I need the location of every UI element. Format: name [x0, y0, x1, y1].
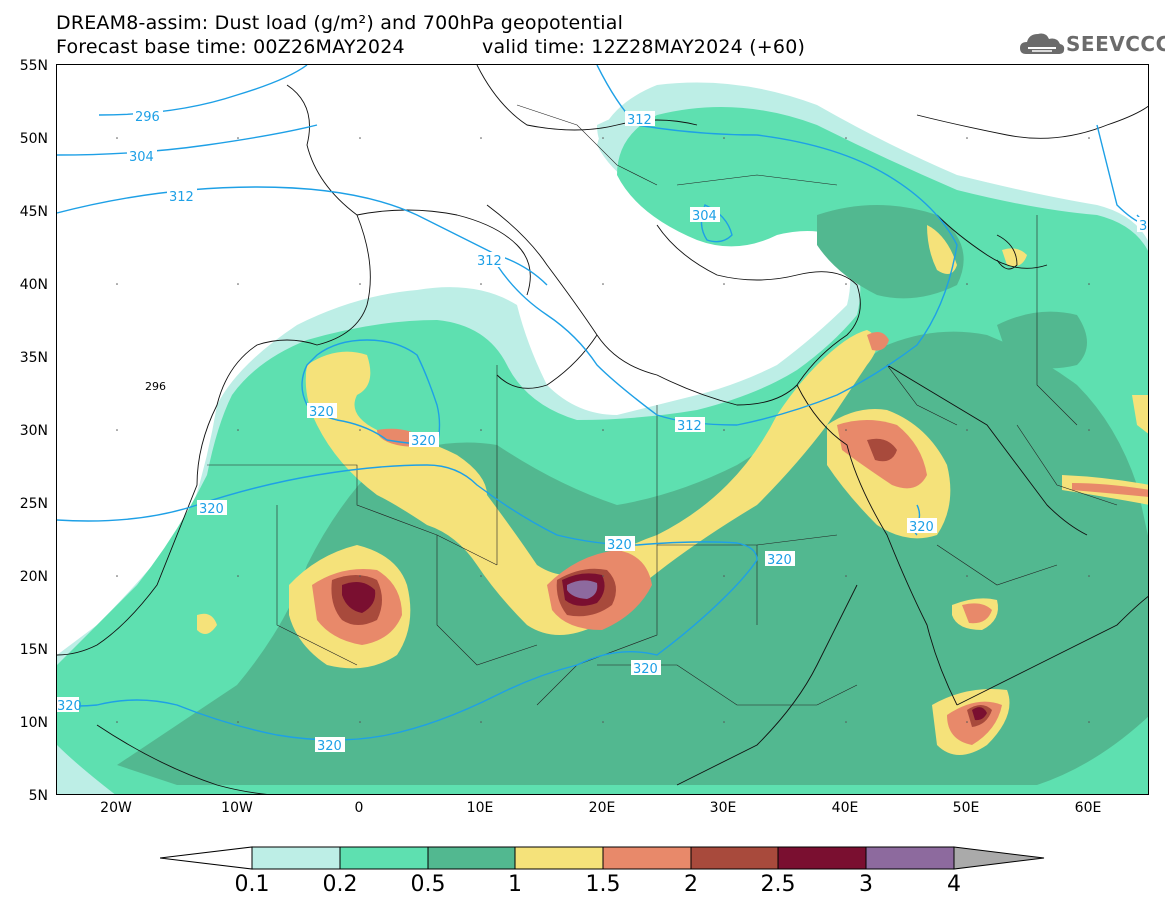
colorbar-segment — [514, 846, 604, 870]
lon-label: 40E — [831, 800, 859, 816]
contour-label: 320 — [633, 662, 658, 677]
lat-label: 10N — [19, 715, 48, 731]
contour-label: 320 — [909, 520, 934, 535]
lat-label: 55N — [19, 58, 48, 74]
colorbar-segment — [690, 846, 779, 870]
contour-label: 296 — [135, 110, 160, 125]
contour-label: 312 — [169, 190, 194, 205]
cloud-icon — [1020, 33, 1065, 54]
colorbar-min-arrow — [160, 846, 253, 870]
stray-contour-label: 296 — [145, 380, 166, 393]
lat-label: 35N — [19, 350, 48, 366]
contour-label: 3 — [1139, 219, 1147, 234]
colorbar-label: 2.5 — [760, 872, 796, 897]
contour-label: 320 — [767, 553, 792, 568]
seevccc-logo: SEEVCCC — [1018, 26, 1165, 60]
colorbar-label: 4 — [947, 872, 961, 897]
colorbar-segment — [339, 846, 429, 870]
colorbar-max-arrow — [953, 846, 1045, 870]
contour-label: 304 — [692, 209, 717, 224]
lon-label: 60E — [1074, 800, 1102, 816]
country-borders — [207, 104, 1118, 706]
valid-time: valid time: 12Z28MAY2024 (+60) — [482, 36, 806, 58]
lat-label: 25N — [19, 496, 48, 512]
colorbar-segment — [602, 846, 692, 870]
lat-label: 40N — [19, 277, 48, 293]
lon-label: 10W — [221, 800, 253, 816]
colorbar-segment — [865, 846, 955, 870]
colorbar-label: 1 — [508, 872, 522, 897]
dust-layer-3 — [567, 580, 598, 599]
lat-label: 50N — [19, 131, 48, 147]
contour-label: 320 — [309, 405, 334, 420]
colorbar-label: 0.5 — [410, 872, 446, 897]
lat-label: 5N — [28, 788, 48, 804]
contour-label: 320 — [411, 434, 436, 449]
logo-text: SEEVCCC — [1066, 32, 1165, 56]
lon-label: 20E — [588, 800, 616, 816]
lat-label: 30N — [19, 423, 48, 439]
lat-label: 15N — [19, 642, 48, 658]
contour-label: 312 — [677, 419, 702, 434]
colorbar — [160, 846, 1045, 870]
colorbar-label: 3 — [859, 872, 873, 897]
dust-layer-2-5 — [342, 573, 987, 721]
contour-label: 320 — [199, 502, 224, 517]
dust-load-map: 296 304 312 312 312 304 320 320 320 320 … — [56, 64, 1149, 795]
colorbar-label: 1.5 — [585, 872, 621, 897]
lon-label: 0 — [354, 800, 364, 816]
contour-label: 320 — [607, 538, 632, 553]
colorbar-segment — [427, 846, 516, 870]
contour-label: 304 — [129, 150, 154, 165]
lat-label: 45N — [19, 204, 48, 220]
lat-label: 20N — [19, 569, 48, 585]
graticule-points — [116, 137, 1090, 723]
map-title: DREAM8-assim: Dust load (g/m²) and 700hP… — [56, 12, 624, 34]
contour-labels: 296 304 312 312 312 304 320 320 320 320 … — [57, 108, 1148, 754]
contour-label: 320 — [317, 739, 342, 754]
lon-label: 10E — [466, 800, 494, 816]
contour-label: 312 — [627, 113, 652, 128]
colorbar-label: 2 — [684, 872, 698, 897]
colorbar-label: 0.2 — [322, 872, 358, 897]
colorbar-label: 0.1 — [234, 872, 270, 897]
colorbar-segment — [251, 846, 341, 870]
contour-label: 312 — [477, 254, 502, 269]
lon-label: 50E — [952, 800, 980, 816]
forecast-base-time: Forecast base time: 00Z26MAY2024 — [56, 36, 405, 58]
colorbar-segment — [777, 846, 867, 870]
contour-label: 320 — [57, 699, 82, 714]
lon-label: 20W — [100, 800, 132, 816]
lon-label: 30E — [709, 800, 737, 816]
map-subtitle: Forecast base time: 00Z26MAY2024 valid ti… — [56, 36, 805, 58]
map-canvas: 296 304 312 312 312 304 320 320 320 320 … — [57, 65, 1148, 794]
coastlines — [57, 65, 1148, 794]
